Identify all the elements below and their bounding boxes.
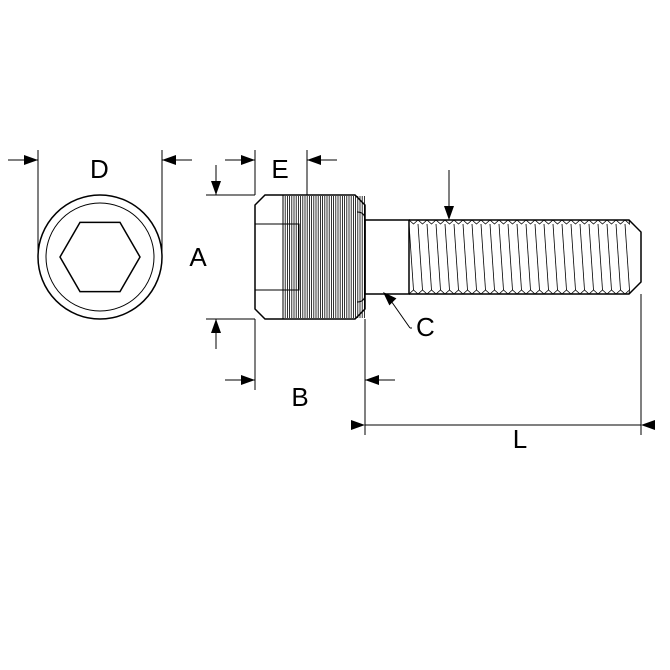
dimension-c: C xyxy=(383,170,454,342)
dim-b-arrow-left xyxy=(241,375,255,385)
dim-l-arrow-left xyxy=(351,420,365,430)
dim-b-arrow-right xyxy=(365,375,379,385)
dimension-a: A xyxy=(189,165,255,349)
dim-l-arrow-right xyxy=(641,420,655,430)
dim-e-arrow-right xyxy=(307,155,321,165)
dim-c-label: C xyxy=(416,312,435,342)
dim-b-label: B xyxy=(291,382,308,412)
shank xyxy=(365,220,409,294)
thread-outline xyxy=(409,220,641,294)
dimension-b: B xyxy=(225,319,395,412)
socket-depth-rect xyxy=(255,224,299,290)
dim-a-arrow-bot xyxy=(211,319,221,333)
head-shank-fillet-top xyxy=(357,212,365,220)
dim-a-label: A xyxy=(189,242,207,272)
dimension-e: E xyxy=(225,150,337,195)
dim-d-arrow-right xyxy=(162,155,176,165)
dim-d-arrow-left xyxy=(24,155,38,165)
head-shank-fillet-bot xyxy=(357,294,365,302)
dim-e-label: E xyxy=(271,154,288,184)
head-outer-circle xyxy=(38,195,162,319)
head-outline xyxy=(255,195,365,319)
dimension-l: L xyxy=(351,294,655,454)
dim-d-label: D xyxy=(90,154,109,184)
head-outer-circle-inner xyxy=(46,203,154,311)
dim-l-label: L xyxy=(513,424,527,454)
dim-e-arrow-left xyxy=(241,155,255,165)
knurl-band xyxy=(283,196,364,318)
dim-c-top-arrow xyxy=(444,206,454,220)
technical-drawing: D E A B C xyxy=(0,0,670,670)
thread-pattern xyxy=(409,220,630,294)
hex-socket xyxy=(60,222,140,291)
front-view xyxy=(38,195,162,319)
dim-a-arrow-top xyxy=(211,181,221,195)
